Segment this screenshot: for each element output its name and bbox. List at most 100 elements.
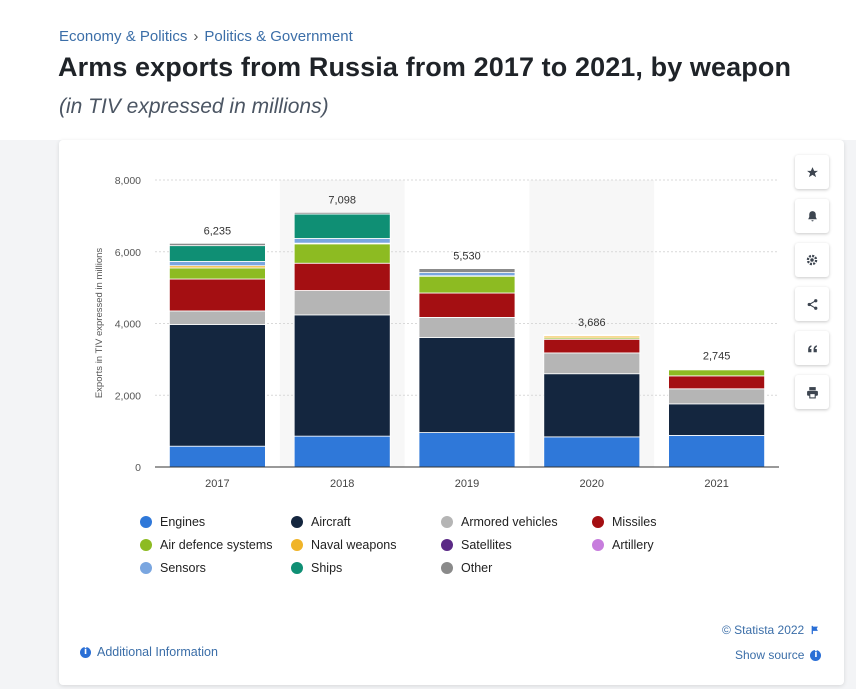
gear-icon: [806, 254, 818, 266]
bar-segment-air-defence-systems-2019: [418, 275, 516, 294]
legend-item-other[interactable]: Other: [441, 561, 492, 575]
bar-segment-engines-2021: [668, 435, 765, 468]
bar-segment-engines-2019: [418, 432, 516, 468]
bar-segment-engines-2020: [543, 436, 641, 468]
bar-segment-sensors-2019: [418, 272, 516, 277]
notification-button[interactable]: [795, 199, 829, 233]
legend-swatch: [140, 539, 152, 551]
legend-swatch: [291, 516, 303, 528]
bar-segment-other-2017: [168, 242, 266, 247]
show-source-link[interactable]: Show source i: [735, 648, 822, 662]
bar-segment-armored-vehicles-2020: [543, 352, 641, 375]
bar-segment-sensors-2021: [668, 368, 765, 370]
info-icon: i: [810, 649, 822, 661]
legend-label: Sensors: [160, 561, 206, 575]
bar-segment-aircraft-2021: [668, 403, 765, 436]
legend-item-artillery[interactable]: Artillery: [592, 538, 654, 552]
bar-segment-missiles-2019: [418, 292, 516, 318]
legend-swatch: [441, 562, 453, 574]
legend-item-naval-weapons[interactable]: Naval weapons: [291, 538, 396, 552]
legend-item-armored-vehicles[interactable]: Armored vehicles: [441, 515, 558, 529]
bar-segment-armored-vehicles-2018: [293, 290, 391, 316]
breadcrumb-item-politics-government[interactable]: Politics & Government: [204, 28, 353, 45]
total-label-2018: 7,098: [328, 194, 356, 206]
copyright[interactable]: © Statista 2022: [722, 623, 820, 637]
cite-button[interactable]: [795, 331, 829, 365]
settings-button[interactable]: [795, 243, 829, 277]
y-tick-label: 6,000: [115, 247, 141, 259]
legend-label: Engines: [160, 515, 206, 529]
x-tick-label-2018: 2018: [330, 478, 354, 490]
bar-segment-air-defence-systems-2018: [293, 243, 391, 264]
bar-segment-ships-2018: [293, 213, 391, 239]
legend-label: Artillery: [612, 538, 654, 552]
legend-swatch: [441, 516, 453, 528]
bar-segment-ships-2017: [168, 245, 266, 262]
star-icon: [806, 166, 818, 177]
bar-segment-other-2018: [293, 211, 391, 215]
bar-segment-sensors-2017: [168, 261, 266, 267]
info-icon: i: [80, 646, 91, 658]
x-tick-label-2017: 2017: [205, 478, 229, 490]
legend-swatch: [441, 539, 453, 551]
total-label-2017: 6,235: [204, 225, 232, 237]
bar-segment-other-2019: [418, 268, 516, 273]
bar-segment-aircraft-2019: [418, 337, 516, 433]
breadcrumb-item-economy-politics[interactable]: Economy & Politics: [59, 28, 188, 45]
legend-label: Other: [461, 561, 493, 575]
bar-segment-missiles-2021: [668, 375, 765, 390]
total-label-2019: 5,530: [453, 251, 481, 263]
bar-segment-aircraft-2017: [168, 324, 266, 447]
breadcrumb: Economy & Politics › Politics & Government: [59, 28, 353, 45]
legend-item-ships[interactable]: Ships: [291, 561, 342, 575]
bar-segment-sensors-2018: [293, 238, 391, 244]
legend-swatch: [592, 516, 604, 528]
page-subtitle: (in TIV expressed in millions): [59, 95, 329, 118]
flag-icon: [811, 625, 819, 635]
favorite-button[interactable]: [795, 155, 829, 189]
legend-swatch: [291, 562, 303, 574]
legend-item-air-defence-systems[interactable]: Air defence systems: [140, 538, 273, 552]
legend-label: Missiles: [612, 515, 657, 529]
legend-item-missiles[interactable]: Missiles: [592, 515, 656, 529]
show-source-label: Show source: [735, 648, 805, 662]
bar-segment-aircraft-2020: [543, 373, 641, 438]
bar-segment-engines-2018: [293, 435, 391, 468]
bar-segment-missiles-2020: [543, 338, 641, 354]
page-title: Arms exports from Russia from 2017 to 20…: [58, 52, 792, 82]
legend-item-sensors[interactable]: Sensors: [140, 561, 206, 575]
additional-information-label: Additional Information: [97, 645, 218, 659]
total-label-2020: 3,686: [578, 317, 606, 329]
print-icon: [806, 386, 818, 398]
copyright-label: © Statista 2022: [722, 623, 805, 637]
y-axis-label: Exports in TIV expressed in millions: [94, 248, 105, 399]
legend-item-aircraft[interactable]: Aircraft: [291, 515, 351, 529]
legend-item-engines[interactable]: Engines: [140, 515, 205, 529]
y-tick-label: 0: [135, 462, 141, 474]
share-button[interactable]: [795, 287, 829, 321]
bar-segment-air-defence-systems-2017: [168, 267, 266, 280]
additional-information-link[interactable]: i Additional Information: [80, 645, 218, 659]
page-header: Economy & Politics › Politics & Government…: [0, 0, 856, 140]
legend-label: Armored vehicles: [461, 515, 558, 529]
print-button[interactable]: [795, 375, 829, 409]
bar-segment-missiles-2017: [168, 278, 266, 312]
legend-item-satellites[interactable]: Satellites: [441, 538, 512, 552]
bar-segment-air-defence-systems-2021: [668, 369, 765, 377]
y-tick-label: 4,000: [115, 319, 141, 331]
x-tick-label-2019: 2019: [455, 478, 479, 490]
bell-icon: [807, 210, 817, 221]
y-tick-label: 8,000: [115, 175, 141, 187]
y-tick-label: 2,000: [115, 390, 141, 402]
legend-swatch: [140, 562, 152, 574]
legend-swatch: [592, 539, 604, 551]
bar-segment-missiles-2018: [293, 262, 391, 291]
legend-label: Satellites: [461, 538, 512, 552]
bar-segment-armored-vehicles-2019: [418, 317, 516, 338]
legend-swatch: [291, 539, 303, 551]
bar-segment-engines-2017: [168, 445, 266, 468]
bar-segment-aircraft-2018: [293, 314, 391, 437]
bar-segment-armored-vehicles-2021: [668, 388, 765, 405]
legend-label: Air defence systems: [160, 538, 273, 552]
